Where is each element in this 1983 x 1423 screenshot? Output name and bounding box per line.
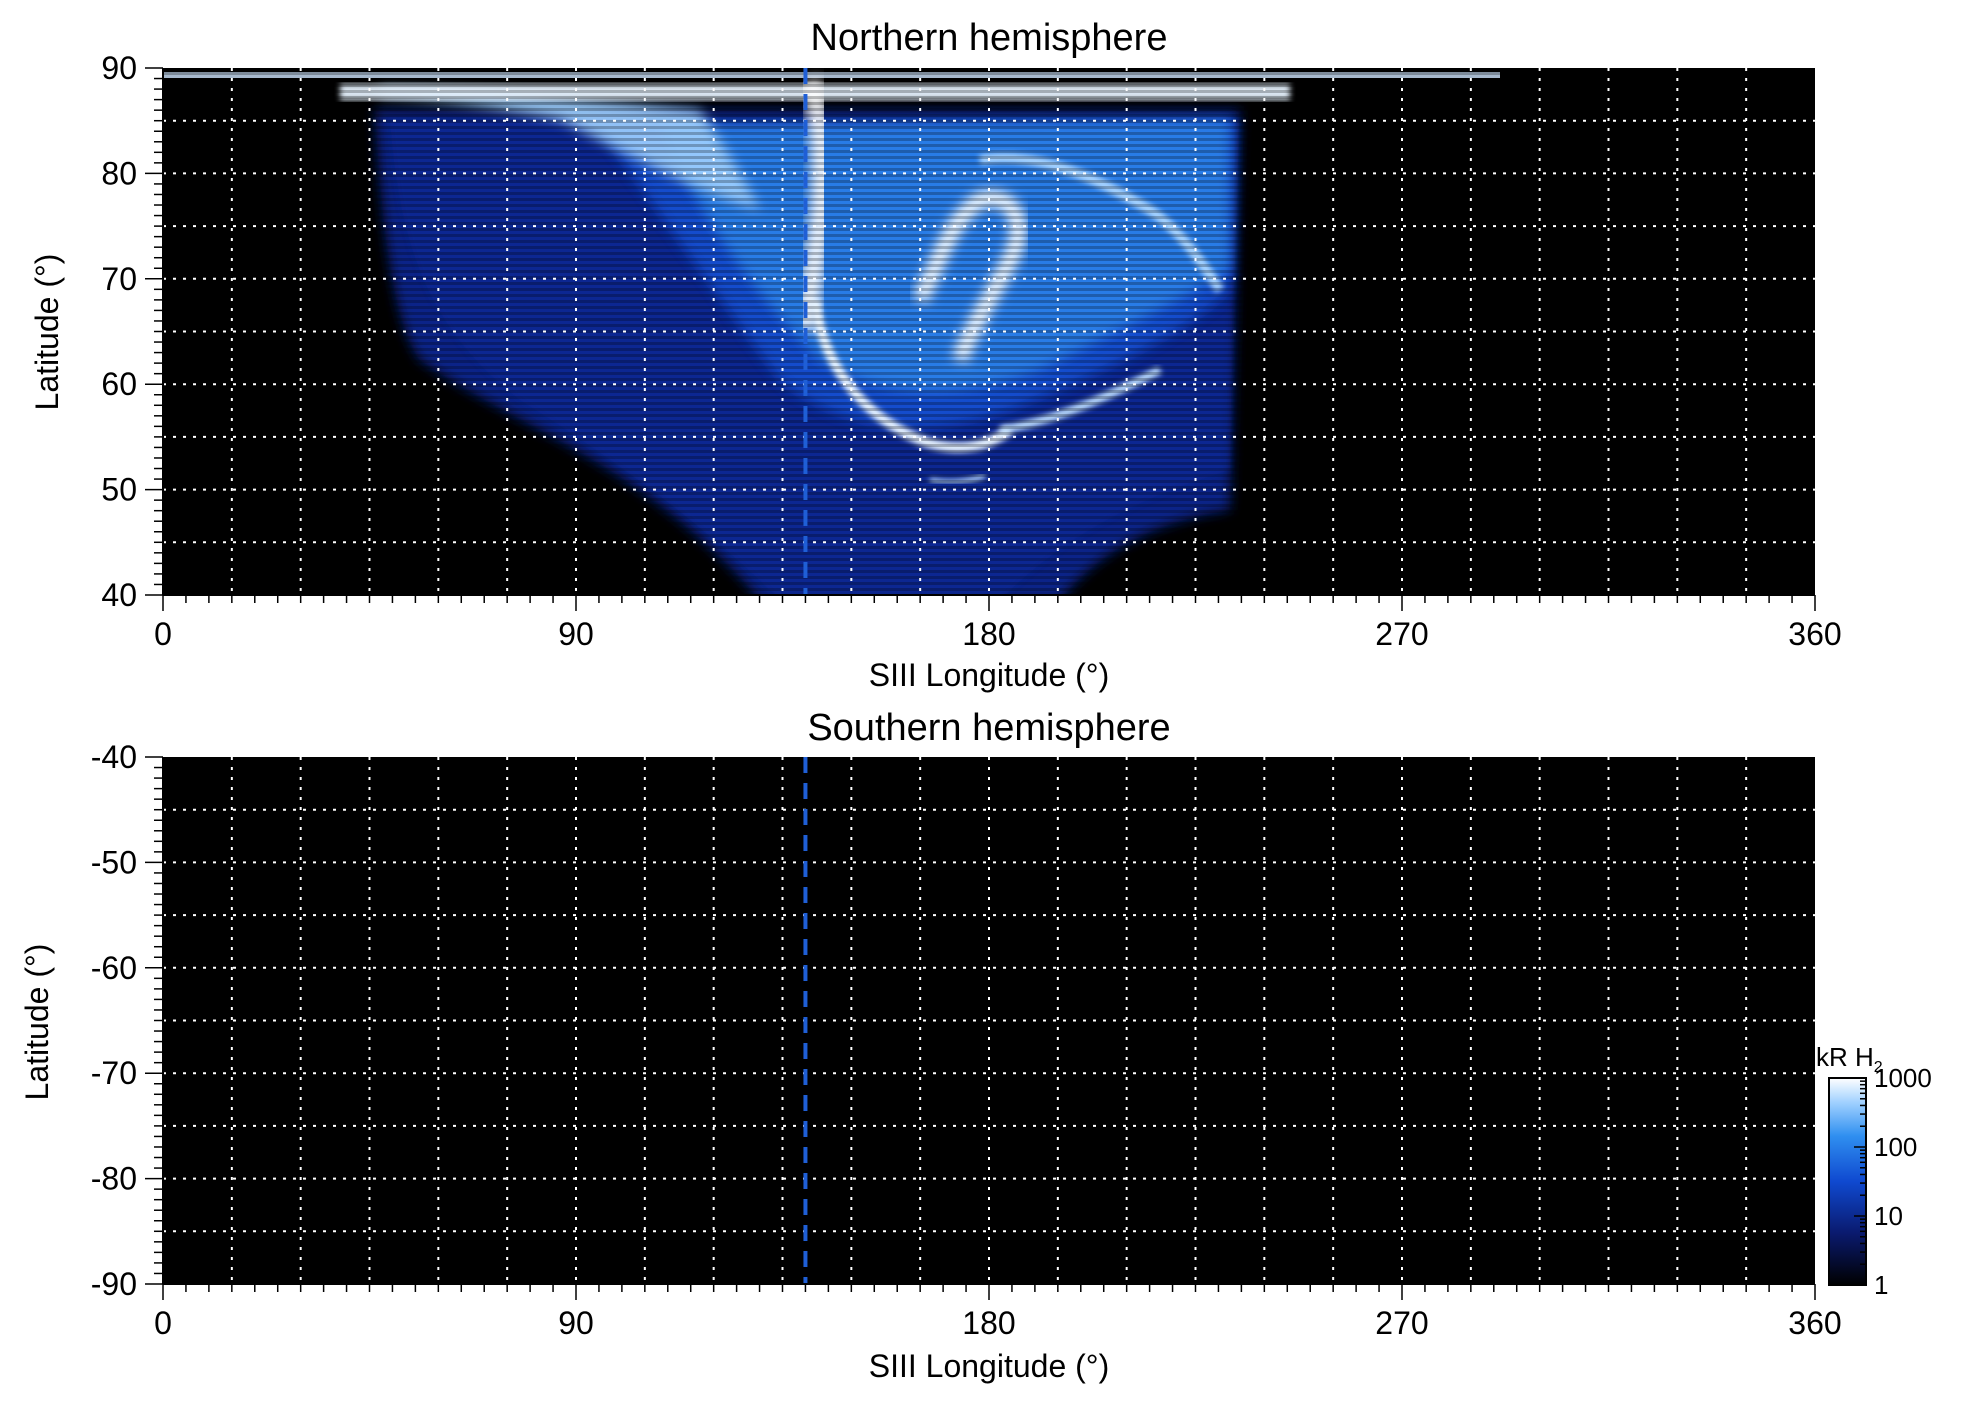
southern-panel: Southern hemisphere 0 90 180 270 360 -40 -50 -6… [19, 707, 1842, 1384]
y-tick-label: -50 [91, 844, 137, 880]
x-tick-label: 180 [962, 616, 1015, 652]
y-tick-label: 60 [101, 366, 137, 402]
colorbar-tick-label: 1000 [1874, 1063, 1932, 1093]
colorbar-ticks: 1 10 100 1000 [1854, 1063, 1932, 1300]
y-tick-label: 50 [101, 472, 137, 508]
y-tick-label: -90 [91, 1266, 137, 1302]
colorbar-gradient [1828, 1077, 1867, 1286]
x-tick-label: 0 [154, 1305, 172, 1341]
northern-x-axis-label: SIII Longitude (°) [869, 657, 1109, 693]
x-tick-label: 0 [154, 616, 172, 652]
colorbar: kR H2 1 10 100 1000 [1816, 1042, 1932, 1300]
northern-ticks: 0 90 180 270 360 40 50 60 70 80 90 [101, 50, 1841, 652]
southern-panel-title: Southern hemisphere [807, 707, 1170, 749]
x-tick-label: 270 [1375, 1305, 1428, 1341]
y-tick-label: -60 [91, 950, 137, 986]
southern-x-axis-label: SIII Longitude (°) [869, 1348, 1109, 1384]
southern-ticks: 0 90 180 270 360 -40 -50 -60 -70 -80 -90 [91, 739, 1842, 1341]
y-tick-label: 80 [101, 155, 137, 191]
colorbar-tick-label: 1 [1874, 1270, 1888, 1300]
y-tick-label: 90 [101, 50, 137, 86]
y-tick-label: 70 [101, 261, 137, 297]
x-tick-label: 90 [558, 616, 594, 652]
northern-panel: Northern hemisphere 0 90 180 270 360 40 50 60 70… [29, 17, 1842, 693]
colorbar-label: kR H2 [1816, 1042, 1883, 1076]
x-tick-label: 360 [1788, 616, 1841, 652]
x-tick-label: 270 [1375, 616, 1428, 652]
y-tick-label: -70 [91, 1055, 137, 1091]
y-tick-label: 40 [101, 577, 137, 613]
colorbar-tick-label: 100 [1874, 1132, 1917, 1162]
y-tick-label: -80 [91, 1161, 137, 1197]
northern-emission-image [163, 68, 1815, 595]
colorbar-tick-label: 10 [1874, 1201, 1903, 1231]
x-tick-label: 90 [558, 1305, 594, 1341]
northern-y-axis-label: Latitude (°) [29, 254, 65, 411]
northern-panel-title: Northern hemisphere [811, 17, 1168, 59]
y-tick-label: -40 [91, 739, 137, 775]
x-tick-label: 180 [962, 1305, 1015, 1341]
x-tick-label: 360 [1788, 1305, 1841, 1341]
southern-plot-background [163, 757, 1815, 1284]
southern-y-axis-label: Latitude (°) [19, 944, 55, 1101]
